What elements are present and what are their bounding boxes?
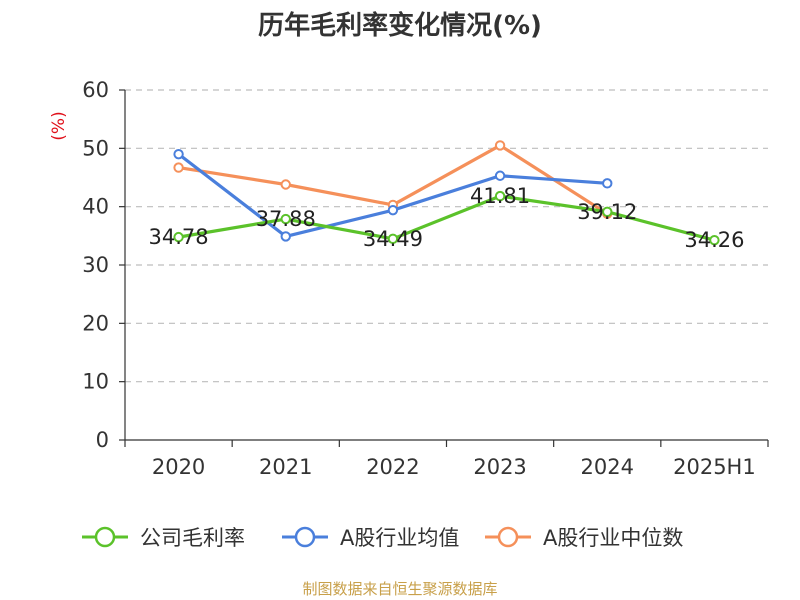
y-tick-label: 20 [82, 311, 109, 335]
series-line-0 [178, 194, 715, 242]
chart-title: 历年毛利率变化情况(%) [258, 10, 542, 41]
x-tick-label: 2025H1 [673, 455, 756, 479]
series-point-1 [494, 170, 506, 181]
source-note: 制图数据来自恒生聚源数据库 [302, 580, 497, 598]
data-label: 37.88 [256, 207, 316, 231]
y-tick-label: 40 [82, 195, 109, 219]
x-tick-label: 2020 [152, 455, 205, 479]
y-axis: 0 10 20 30 40 50 60 [82, 78, 126, 452]
grid-lines [125, 89, 768, 383]
data-label: 34.49 [363, 227, 423, 251]
y-tick-label: 50 [82, 136, 109, 160]
y-tick-label: 30 [82, 253, 109, 277]
series-point-0 [602, 206, 613, 218]
series-point-1 [173, 148, 184, 160]
series-point-1 [280, 231, 291, 242]
legend-marker-0 [94, 526, 116, 548]
x-tick-label: 2023 [473, 455, 526, 479]
data-label: 39.12 [577, 200, 637, 224]
y-tick-label: 10 [82, 370, 109, 394]
legend: 公司毛利率 A股行业均值 A股行业中位数 [82, 526, 683, 550]
data-label: 41.81 [470, 184, 530, 208]
x-tick-label: 2024 [581, 455, 634, 479]
y-tick-label: 60 [82, 78, 109, 102]
data-label: 34.78 [149, 225, 209, 249]
series-point-2 [173, 162, 184, 173]
x-tick-label: 2022 [366, 455, 419, 479]
x-axis: 2020 2021 2022 2023 2024 2025H1 [124, 439, 769, 479]
series-point-0 [173, 231, 184, 243]
series-point-1 [387, 204, 399, 216]
series-point-0 [387, 233, 399, 245]
legend-marker-2 [497, 526, 519, 548]
series-group [173, 140, 720, 246]
series-point-0 [280, 213, 291, 225]
series-point-2 [280, 179, 291, 190]
legend-marker-1 [294, 526, 316, 548]
legend-label-1: A股行业均值 [340, 526, 459, 550]
legend-label-2: A股行业中位数 [543, 526, 683, 550]
series-point-0 [709, 234, 720, 246]
y-tick-label: 0 [96, 428, 109, 452]
series-line-1 [177, 152, 608, 239]
y-axis-unit: (%) [49, 111, 69, 140]
series-point-0 [494, 190, 506, 202]
legend-label-0: 公司毛利率 [140, 526, 245, 550]
series-point-2 [494, 140, 506, 151]
series-point-1 [602, 178, 613, 189]
data-labels: 34.78 37.88 34.49 41.81 39.12 34.26 [149, 184, 745, 252]
x-tick-label: 2021 [259, 455, 312, 479]
data-label: 34.26 [684, 228, 744, 252]
